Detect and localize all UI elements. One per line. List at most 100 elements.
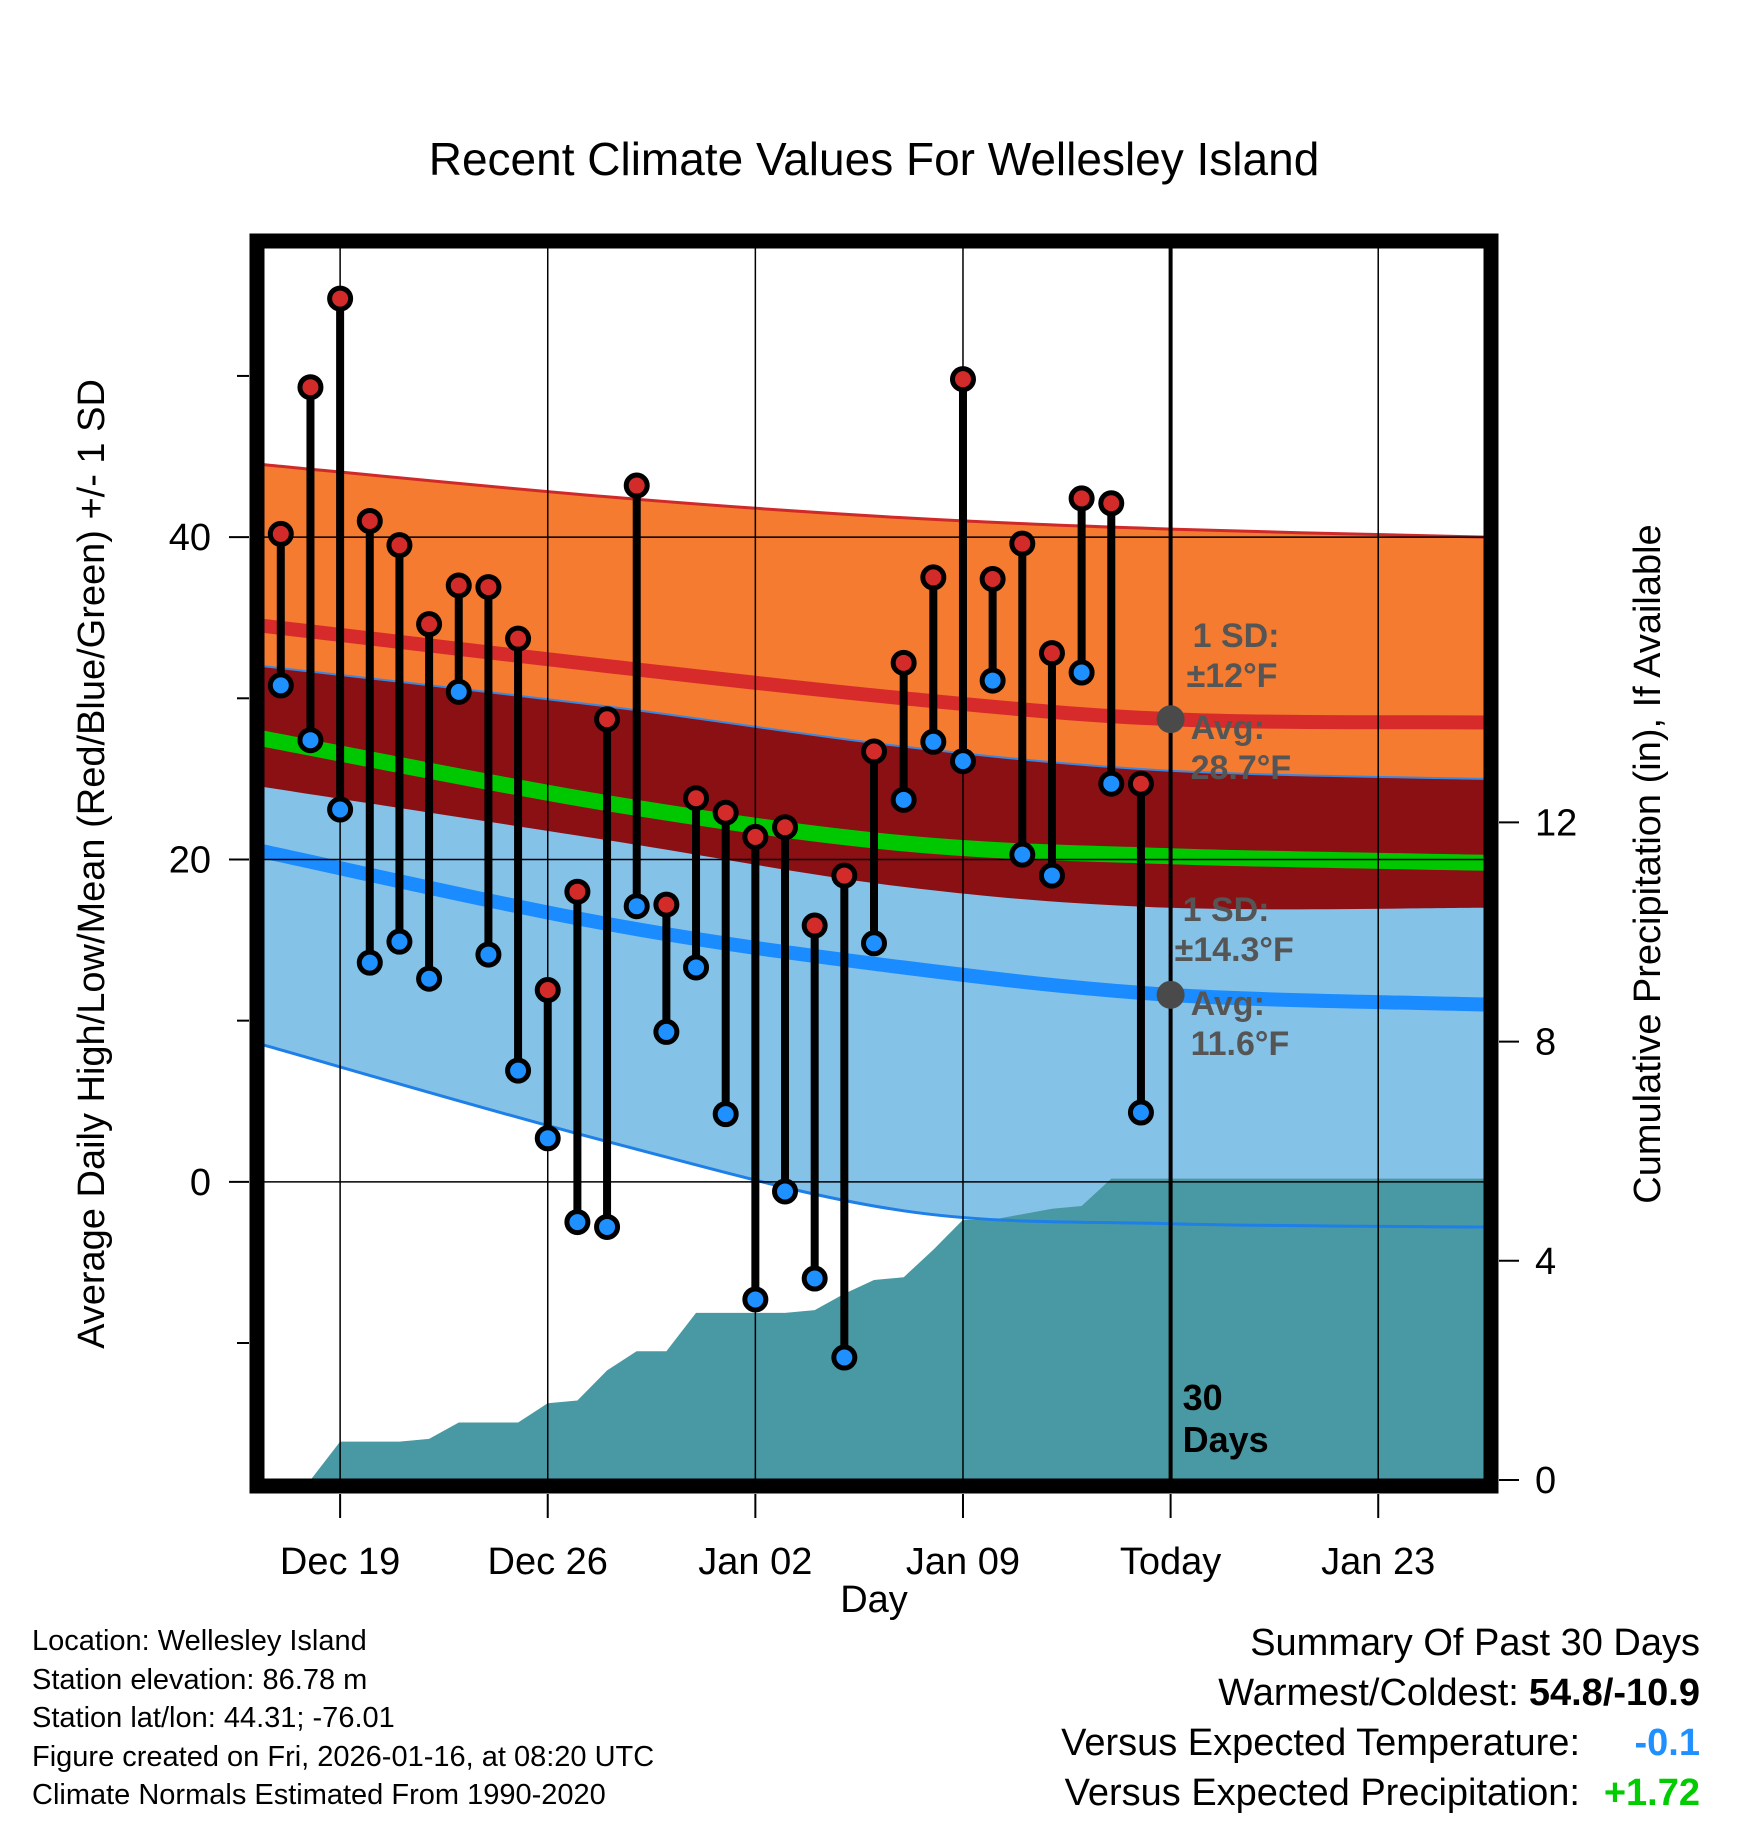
low-lower-line [262, 1043, 1486, 1229]
created-text: Figure created on Fri, 2026-01-16, at 08… [32, 1740, 655, 1773]
temp-vs-expected-value: -0.1 [1634, 1722, 1700, 1764]
daily-low-point [979, 667, 1006, 694]
high-avg-value: 28.7°F [1191, 749, 1292, 787]
daily-low-point [772, 1178, 799, 1205]
daily-high-point [1009, 530, 1036, 557]
low-avg-line [261, 844, 1486, 1012]
x-tick-label: Jan 23 [1321, 1541, 1435, 1583]
daily-low-point [1098, 770, 1125, 797]
y-right-tick-label: 0 [1535, 1460, 1556, 1502]
summary-title: Summary Of Past 30 Days [1250, 1622, 1700, 1664]
daily-low-point [949, 748, 976, 775]
daily-low-point [297, 727, 324, 754]
precip-vs-expected-value: +1.72 [1603, 1772, 1700, 1814]
daily-high-point [653, 891, 680, 918]
period-label-number: 30 [1183, 1377, 1223, 1418]
y-right-tick-label: 4 [1535, 1241, 1556, 1283]
daily-high-point [712, 799, 739, 826]
y-left-tick-label: 20 [169, 839, 211, 881]
daily-high-point [623, 472, 650, 499]
daily-high-point [594, 706, 621, 733]
daily-low-point [653, 1018, 680, 1045]
precip-vs-expected-label: Versus Expected Precipitation: [1064, 1772, 1580, 1814]
daily-high-point [475, 574, 502, 601]
daily-high-point [683, 785, 710, 812]
plot-frame [249, 233, 1499, 1494]
chart-title: Recent Climate Values For Wellesley Isla… [429, 133, 1320, 185]
daily-high-point [297, 374, 324, 401]
daily-high-point [801, 912, 828, 939]
low-avg-label: Avg: [1191, 985, 1265, 1023]
warmest-coldest-value: 54.8/-10.9 [1528, 1672, 1700, 1714]
precip-vs-expected-row: Versus Expected Precipitation: +1.72 [1061, 1768, 1700, 1818]
y-right-tick-label: 8 [1535, 1022, 1556, 1064]
daily-low-point [356, 949, 383, 976]
low-avg-marker [1156, 980, 1185, 1009]
daily-low-point [831, 1344, 858, 1371]
normals-text: Climate Normals Estimated From 1990-2020 [32, 1779, 606, 1811]
x-tick-label: Jan 02 [698, 1541, 812, 1583]
y-axis-left-label: Average Daily High/Low/Mean (Red/Blue/Gr… [71, 379, 113, 1349]
y-left-tick-label: 40 [169, 517, 211, 559]
daily-low-point [890, 786, 917, 813]
low-avg-value: 11.6°F [1191, 1025, 1290, 1063]
warmest-coldest-label: Warmest/Coldest: [1218, 1672, 1519, 1714]
daily-high-point [564, 878, 591, 905]
high-upper-line [262, 463, 1486, 539]
daily-high-point [445, 572, 472, 599]
x-tick-label: Jan 09 [906, 1541, 1020, 1583]
daily-low-point [1127, 1099, 1154, 1126]
daily-low-point [1068, 659, 1095, 686]
daily-low-point [267, 672, 294, 699]
daily-high-point [742, 823, 769, 850]
daily-high-point [861, 738, 887, 765]
daily-low-point [801, 1265, 828, 1292]
daily-low-point [475, 941, 502, 968]
daily-high-point [1038, 640, 1065, 667]
daily-low-point [683, 954, 710, 981]
daily-high-point [1068, 485, 1095, 512]
period-label-days: Days [1183, 1419, 1269, 1460]
temp-vs-expected-label: Versus Expected Temperature: [1061, 1722, 1580, 1764]
daily-high-point [890, 649, 917, 676]
precip-area [263, 1178, 1485, 1480]
daily-high-point [979, 566, 1006, 593]
latlon-text: Station lat/lon: 44.31; -76.01 [32, 1702, 395, 1734]
station-info: Location: Wellesley Island Station eleva… [32, 1622, 654, 1815]
high-avg-label: Avg: [1191, 709, 1265, 747]
daily-high-point [416, 611, 443, 638]
daily-low-point [920, 728, 947, 755]
daily-low-point [386, 928, 413, 955]
daily-low-point [445, 678, 472, 705]
x-tick-label: Today [1120, 1541, 1221, 1583]
high-sd-value: ±12°F [1187, 657, 1278, 695]
y-right-tick-label: 12 [1535, 802, 1577, 844]
daily-low-point [505, 1057, 532, 1084]
daily-low-point [712, 1101, 739, 1128]
daily-low-point [594, 1213, 621, 1240]
x-axis-label: Day [840, 1579, 908, 1621]
daily-high-point [1127, 770, 1154, 797]
daily-high-point [831, 862, 858, 889]
summary-panel: Summary Of Past 30 Days Warmest/Coldest:… [1061, 1618, 1700, 1818]
y-left-tick-label: 0 [190, 1162, 211, 1204]
daily-low-point [1038, 862, 1065, 889]
daily-low-point [623, 893, 650, 920]
daily-low-point [1009, 841, 1036, 868]
x-tick-label: Dec 19 [280, 1541, 400, 1583]
daily-high-point [386, 532, 413, 559]
daily-high-point [356, 508, 383, 534]
daily-high-point [534, 977, 561, 1004]
low-sd-label: 1 SD: [1183, 891, 1270, 929]
temp-vs-expected-row: Versus Expected Temperature: -0.1 [1061, 1718, 1700, 1768]
daily-low-point [534, 1125, 561, 1152]
elevation-text: Station elevation: 86.78 m [32, 1663, 368, 1696]
daily-high-point [505, 625, 532, 652]
daily-low-point [564, 1209, 591, 1236]
daily-high-point [920, 564, 947, 591]
daily-low-point [861, 930, 887, 957]
location-text: Location: Wellesley Island [32, 1625, 367, 1657]
y-axis-right-label: Cumulative Precipitation (in), If Availa… [1627, 524, 1669, 1203]
high-sd-label: 1 SD: [1193, 617, 1280, 655]
